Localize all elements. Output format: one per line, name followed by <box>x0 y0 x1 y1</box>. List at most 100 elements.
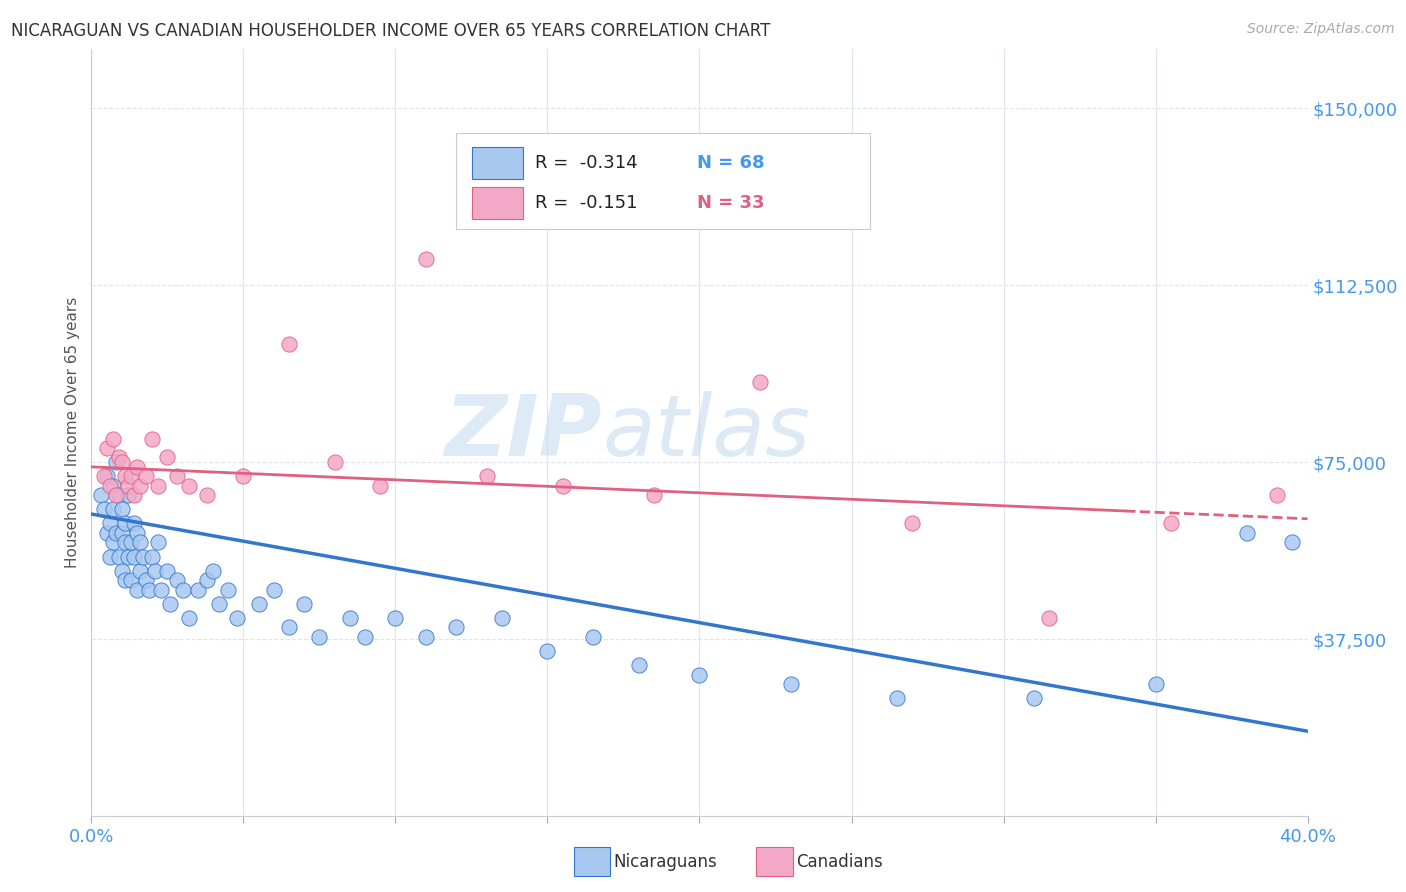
Point <box>117 549 139 564</box>
Text: Source: ZipAtlas.com: Source: ZipAtlas.com <box>1247 22 1395 37</box>
Point <box>117 488 139 502</box>
Point <box>1265 488 1288 502</box>
Point <box>114 516 136 531</box>
Point <box>107 549 129 564</box>
Point <box>1038 611 1060 625</box>
Text: ZIP: ZIP <box>444 391 602 475</box>
Point <box>107 488 129 502</box>
Point <box>111 502 134 516</box>
Point <box>114 573 136 587</box>
Point <box>156 564 179 578</box>
Point <box>138 582 160 597</box>
Point <box>93 469 115 483</box>
Point <box>551 479 574 493</box>
Point <box>125 582 148 597</box>
Point <box>195 573 218 587</box>
Point <box>779 677 801 691</box>
Point <box>101 535 124 549</box>
Point <box>111 455 134 469</box>
Point <box>384 611 406 625</box>
Point <box>96 469 118 483</box>
Point <box>415 252 437 267</box>
Point <box>582 630 605 644</box>
Point <box>475 469 498 483</box>
Point <box>98 516 121 531</box>
Point <box>96 525 118 540</box>
Point <box>101 432 124 446</box>
Point <box>886 691 908 706</box>
Point <box>166 469 188 483</box>
Point <box>177 479 200 493</box>
Point <box>122 516 145 531</box>
Point <box>226 611 249 625</box>
Point <box>166 573 188 587</box>
Point <box>749 375 772 389</box>
Text: atlas: atlas <box>602 391 810 475</box>
Point <box>104 488 127 502</box>
Text: NICARAGUAN VS CANADIAN HOUSEHOLDER INCOME OVER 65 YEARS CORRELATION CHART: NICARAGUAN VS CANADIAN HOUSEHOLDER INCOM… <box>11 22 770 40</box>
Point <box>150 582 173 597</box>
Point <box>1022 691 1045 706</box>
FancyBboxPatch shape <box>472 147 523 179</box>
FancyBboxPatch shape <box>472 187 523 219</box>
Point <box>129 564 152 578</box>
Point <box>125 525 148 540</box>
Point <box>187 582 209 597</box>
Point <box>125 459 148 474</box>
Point <box>308 630 330 644</box>
Point <box>156 450 179 465</box>
Point <box>98 479 121 493</box>
Point <box>132 549 155 564</box>
Point <box>177 611 200 625</box>
Point <box>159 597 181 611</box>
Point <box>263 582 285 597</box>
Point <box>114 469 136 483</box>
Point <box>1281 535 1303 549</box>
FancyBboxPatch shape <box>456 134 870 229</box>
Point <box>415 630 437 644</box>
Point <box>172 582 194 597</box>
Text: N = 33: N = 33 <box>697 194 765 212</box>
Point <box>143 564 166 578</box>
Point <box>292 597 315 611</box>
Point <box>148 535 170 549</box>
Point <box>491 611 513 625</box>
Text: R =  -0.151: R = -0.151 <box>536 194 638 212</box>
Point <box>208 597 231 611</box>
Point <box>368 479 391 493</box>
Point <box>339 611 361 625</box>
Point <box>93 502 115 516</box>
Point <box>120 469 142 483</box>
Point <box>114 535 136 549</box>
Point <box>1236 525 1258 540</box>
Point <box>901 516 924 531</box>
Point <box>1144 677 1167 691</box>
Point <box>278 620 301 634</box>
Point <box>278 337 301 351</box>
Point <box>129 479 152 493</box>
Point <box>217 582 239 597</box>
Point <box>135 469 157 483</box>
Point <box>104 455 127 469</box>
Point <box>98 549 121 564</box>
Point <box>104 525 127 540</box>
Point <box>354 630 377 644</box>
Point <box>120 573 142 587</box>
Point <box>1160 516 1182 531</box>
Point <box>89 488 111 502</box>
Text: N = 68: N = 68 <box>697 154 765 172</box>
Point <box>232 469 254 483</box>
Point <box>122 488 145 502</box>
Point <box>688 667 710 681</box>
Point <box>117 479 139 493</box>
Point <box>96 441 118 455</box>
Point <box>107 450 129 465</box>
Y-axis label: Householder Income Over 65 years: Householder Income Over 65 years <box>65 297 80 568</box>
Point <box>444 620 467 634</box>
Point <box>536 644 558 658</box>
Point <box>148 479 170 493</box>
Point <box>111 525 134 540</box>
Point <box>323 455 346 469</box>
Point <box>122 549 145 564</box>
Point <box>101 479 124 493</box>
